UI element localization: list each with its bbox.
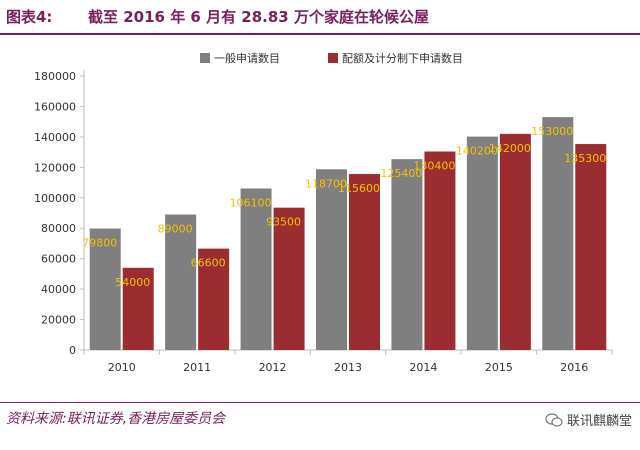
source-note: 资料来源:联讯证券,香港房屋委员会 (6, 411, 226, 427)
y-tick-label: 80000 (41, 222, 76, 235)
y-tick-label: 160000 (34, 100, 76, 113)
data-label: 125400 (380, 167, 422, 180)
bar-quota (198, 248, 230, 350)
header-divider (0, 33, 640, 35)
brand-mark: 联讯麒麟堂 (545, 410, 632, 429)
data-label: 118700 (305, 177, 347, 190)
bar-chart: 一般申请数目 配额及计分制下申请数目 0 20000 40000 60000 80000 10… (34, 52, 613, 374)
legend-label: 一般申请数目 (214, 52, 280, 65)
data-label: 153000 (531, 125, 573, 138)
data-label: 79800 (82, 237, 117, 250)
footer-divider (0, 402, 640, 403)
y-tick-label: 60000 (41, 253, 76, 266)
bar-general (542, 117, 574, 350)
legend-label: 配额及计分制下申请数目 (342, 52, 463, 65)
x-tick-label: 2010 (108, 361, 136, 374)
data-label: 66600 (191, 257, 226, 270)
bar-quota (349, 174, 380, 350)
bar-quota (499, 133, 531, 350)
x-tick-label: 2014 (409, 361, 437, 374)
data-label: 142000 (489, 142, 531, 155)
bar-general (391, 159, 423, 350)
y-tick-label: 180000 (34, 70, 76, 83)
chart-title: 截至 2016 年 6 月有 28.83 万个家庭在轮候公屋 (88, 8, 429, 26)
bar-general (316, 169, 347, 350)
data-label: 106100 (230, 196, 272, 209)
figure-header: 图表4: 截至 2016 年 6 月有 28.83 万个家庭在轮候公屋 (0, 0, 640, 38)
x-tick-label: 2015 (485, 361, 513, 374)
bar-quota (424, 151, 456, 350)
legend-swatch (200, 53, 210, 63)
figure-label: 图表4: (6, 8, 53, 26)
bar-quota (122, 267, 154, 350)
y-tick-label: 140000 (34, 131, 76, 144)
y-tick-label: 0 (69, 344, 76, 357)
bar-general (89, 228, 121, 350)
bar-quota (575, 144, 607, 350)
data-label: 140200 (456, 145, 498, 158)
x-tick-label: 2011 (183, 361, 211, 374)
brand-name: 联讯麒麟堂 (566, 414, 632, 429)
data-label: 135300 (564, 152, 606, 165)
bar-general (240, 188, 272, 350)
bar-general (466, 136, 498, 350)
x-tick-label: 2016 (560, 361, 588, 374)
data-label: 115600 (338, 182, 380, 195)
data-label: 130400 (413, 160, 455, 173)
data-label: 93500 (266, 216, 301, 229)
y-tick-label: 20000 (41, 314, 76, 327)
data-label: 89000 (158, 223, 193, 236)
y-tick-label: 120000 (34, 161, 76, 174)
x-tick-label: 2012 (259, 361, 287, 374)
bar-quota (273, 207, 305, 350)
bar-general (165, 214, 197, 350)
wechat-icon (545, 412, 563, 427)
data-label: 54000 (115, 276, 150, 289)
y-tick-label: 100000 (34, 192, 76, 205)
legend-swatch (328, 53, 338, 63)
y-tick-label: 40000 (41, 283, 76, 296)
x-tick-label: 2013 (334, 361, 362, 374)
